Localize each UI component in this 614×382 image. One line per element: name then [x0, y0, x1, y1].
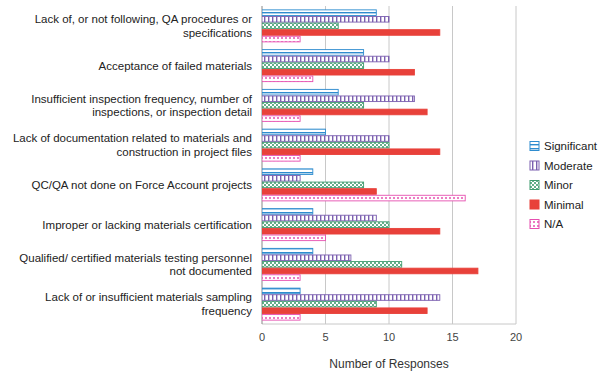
bar: [262, 136, 389, 142]
legend-swatch: [530, 161, 539, 170]
bar: [262, 69, 414, 75]
bar: [262, 195, 465, 201]
bar: [262, 308, 427, 314]
category-label: Lack of documentation related to materia…: [13, 132, 252, 158]
x-axis: [262, 324, 516, 325]
category-label: Lack of, or not following, QA procedures…: [35, 13, 253, 39]
label-line: frequency: [201, 305, 252, 317]
legend-label: Minor: [544, 179, 573, 191]
label-line: QC/QA not done on Force Account projects: [31, 179, 252, 191]
bar: [262, 36, 300, 42]
label-line: Lack of or insufficient materials sampli…: [45, 291, 252, 303]
category-label: Lack of or insufficient materials sampli…: [45, 291, 252, 317]
label-line: construction in project files: [116, 146, 252, 158]
bar: [262, 235, 326, 241]
category-label: QC/QA not done on Force Account projects: [31, 179, 252, 191]
bar: [262, 10, 376, 16]
legend-label: N/A: [544, 218, 564, 230]
bar: [262, 248, 313, 254]
label-line: Improper or lacking materials certificat…: [42, 219, 252, 231]
grid-line: [452, 6, 453, 324]
legend-swatch: [530, 142, 539, 151]
bar: [262, 103, 364, 109]
tick-label: 20: [510, 331, 522, 343]
bar: [262, 142, 389, 148]
tick-label: 15: [446, 331, 458, 343]
bar: [262, 182, 364, 188]
bar: [262, 116, 300, 122]
label-line: Acceptance of failed materials: [99, 60, 253, 72]
legend-label: Minimal: [544, 199, 584, 211]
bar: [262, 175, 300, 181]
bar: [262, 96, 414, 102]
chart: 0 5 10 15 20 Number of Responses Lack of, or n…: [0, 0, 614, 382]
bar: [262, 63, 364, 69]
category-label: Acceptance of failed materials: [99, 60, 253, 72]
label-line: specifications: [183, 27, 252, 39]
bar: [262, 56, 389, 62]
bar: [262, 16, 389, 22]
bar: [262, 315, 300, 321]
legend-label: Moderate: [544, 160, 593, 172]
bar: [262, 156, 300, 162]
label-line: Insufficient inspection frequency, numbe…: [31, 93, 253, 105]
tick-label: 10: [383, 331, 395, 343]
tick-label: 5: [322, 331, 328, 343]
tick-label: 0: [259, 331, 265, 343]
bar: [262, 23, 338, 29]
label-line: not documented: [170, 265, 252, 277]
bar: [262, 50, 364, 56]
bar: [262, 89, 338, 95]
grid-line: [516, 6, 517, 324]
bar: [262, 169, 313, 175]
label-line: Lack of documentation related to materia…: [13, 132, 252, 144]
bar: [262, 275, 300, 281]
legend-label: Significant: [544, 140, 598, 152]
bar: [262, 268, 478, 274]
legend-swatch: [530, 200, 539, 209]
bar: [262, 222, 389, 228]
bar: [262, 149, 440, 155]
bar: [262, 288, 300, 294]
legend-swatch: [530, 181, 539, 190]
category-label: Insufficient inspection frequency, numbe…: [31, 93, 253, 119]
bar: [262, 129, 326, 135]
bars: [262, 10, 478, 320]
bar: [262, 189, 376, 195]
label-line: Lack of, or not following, QA procedures…: [35, 13, 253, 25]
label-line: Qualified/ certified materials testing p…: [19, 252, 252, 264]
bar: [262, 215, 376, 221]
bar: [262, 255, 351, 261]
label-line: inspections, or inspection detail: [92, 106, 252, 118]
bar: [262, 228, 440, 234]
bar: [262, 109, 427, 115]
category-label: Qualified/ certified materials testing p…: [19, 252, 252, 278]
axis-title: Number of Responses: [329, 357, 448, 371]
bar: [262, 30, 440, 36]
bar: [262, 76, 313, 82]
bar: [262, 295, 440, 301]
category-label: Improper or lacking materials certificat…: [42, 219, 252, 231]
legend-swatch: [530, 220, 539, 229]
bar: [262, 209, 313, 215]
grid-line: [389, 6, 390, 324]
bar: [262, 262, 402, 268]
bar: [262, 301, 376, 307]
